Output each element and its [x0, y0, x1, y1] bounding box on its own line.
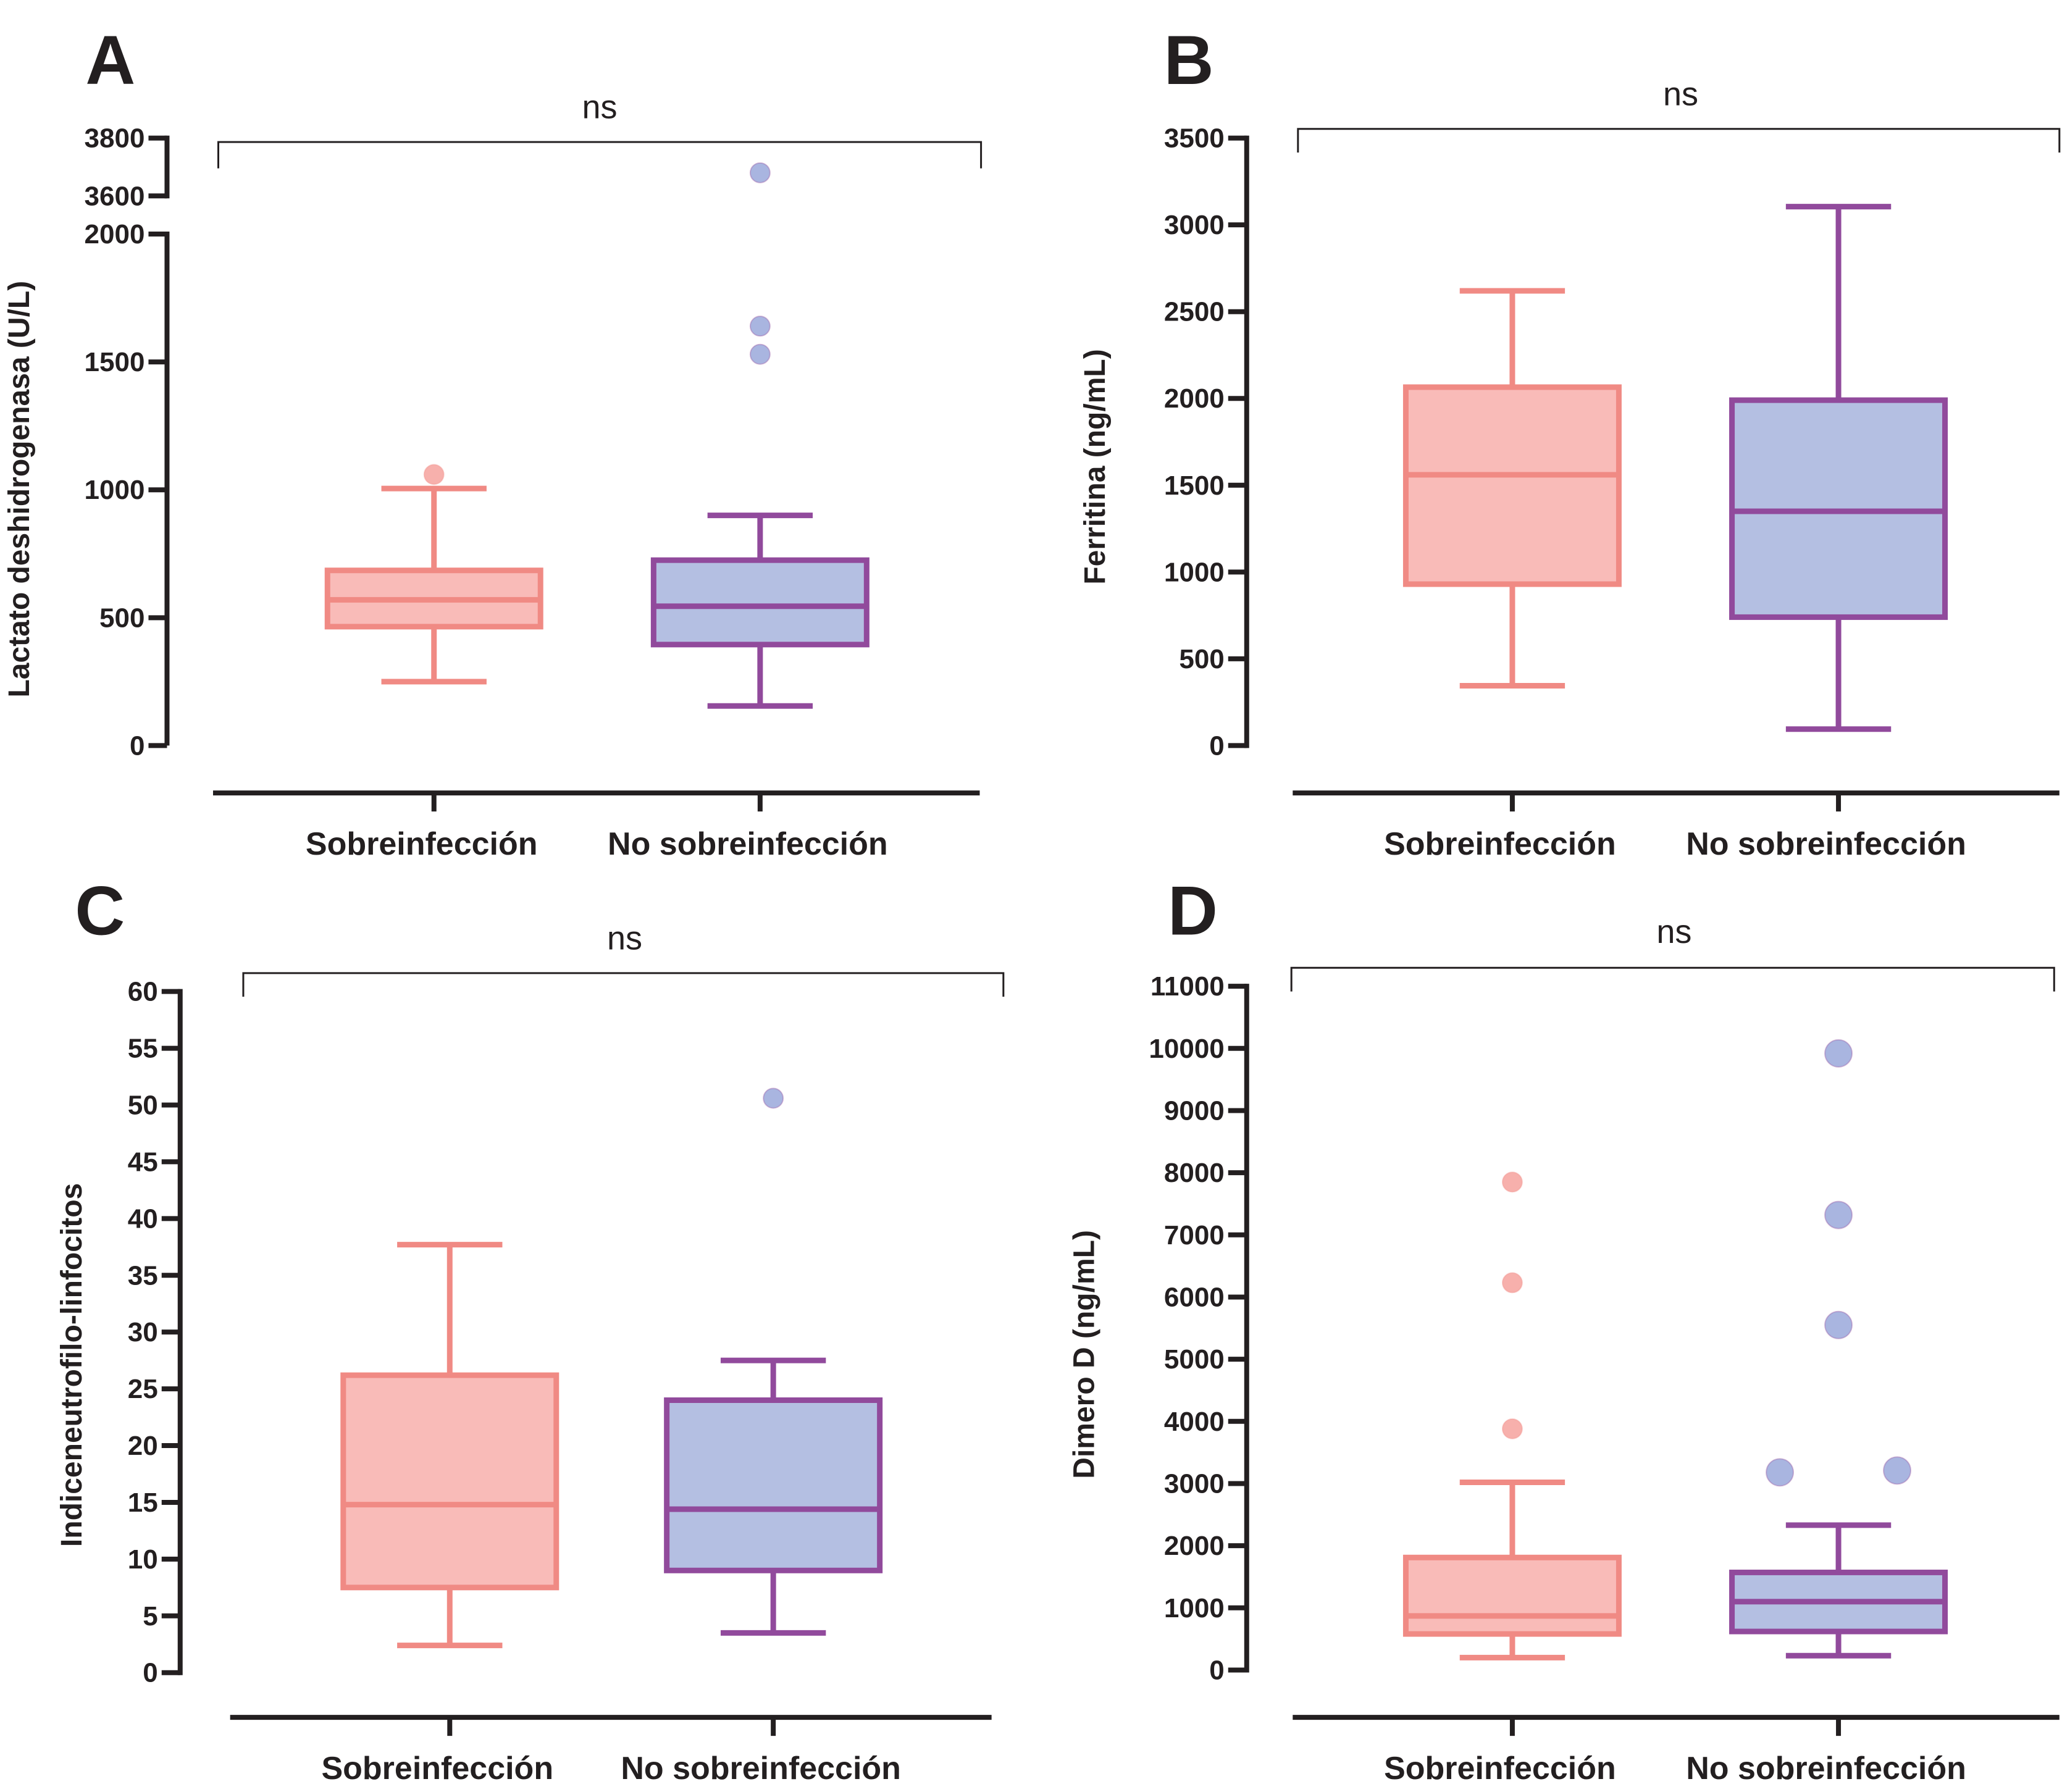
y-tick-label: 1000 [1164, 1593, 1225, 1623]
outlier-point [1501, 1171, 1523, 1193]
y-tick-label: 1500 [85, 347, 145, 377]
outlier-point [1501, 1272, 1523, 1294]
box-no-sobreinfeccion [664, 1087, 883, 1636]
y-tick-label: 0 [143, 1658, 157, 1688]
y-tick-label: 1000 [1164, 557, 1225, 587]
outlier-point [1501, 1418, 1523, 1439]
y-axis-label: Indiceneutrofilo-linfocitos [56, 1183, 88, 1547]
y-tick-label: 2000 [85, 219, 145, 249]
box-iqr [340, 1372, 560, 1591]
x-tick-label: No sobreinfección [621, 1751, 901, 1786]
outlier-point [749, 316, 771, 337]
box-sobreinfeccion [1402, 1171, 1622, 1660]
y-tick-label: 35 [128, 1260, 158, 1291]
x-tick-label: Sobreinfección [306, 826, 538, 862]
outlier-point [423, 464, 445, 485]
y-tick-label: 500 [1179, 644, 1224, 674]
y-tick-label: 40 [128, 1204, 158, 1234]
significance-label: ns [607, 919, 642, 957]
significance-bracket [242, 972, 1005, 997]
y-tick-label: 5 [143, 1601, 157, 1631]
box-sobreinfeccion [324, 464, 543, 685]
y-tick-label: 10000 [1149, 1034, 1224, 1064]
y-tick-label: 3600 [85, 181, 145, 211]
y-tick-label: 20 [128, 1431, 158, 1461]
panel-b: B 0 500 1000 1500 2000 2500 3000 3500 Ferritina (… [1079, 22, 2061, 862]
y-tick-label: 6000 [1164, 1282, 1225, 1312]
x-tick-label: Sobreinfección [1384, 826, 1616, 862]
y-tick-label: 2500 [1164, 297, 1225, 327]
significance-label: ns [1656, 913, 1691, 950]
box-iqr [650, 557, 870, 648]
significance-label: ns [582, 89, 618, 126]
box-iqr [1402, 384, 1622, 587]
box-no-sobreinfeccion [1729, 1039, 1948, 1659]
significance-bracket [217, 141, 983, 169]
y-tick-label: 500 [99, 603, 145, 633]
y-tick-label: 11000 [1150, 971, 1225, 1002]
panel-letter: A [85, 22, 135, 99]
y-axis-label: Ferritina (ng/mL) [1079, 349, 1112, 584]
significance-bracket [1290, 966, 2055, 992]
box-sobreinfeccion [1402, 288, 1622, 689]
panel-d: D 0 1000 2000 3000 4000 5000 6000 7000 8000 9000 10… [1068, 873, 2060, 1786]
panel-letter: B [1164, 22, 1214, 99]
y-tick-label: 3000 [1164, 210, 1225, 240]
significance-label: ns [1663, 75, 1698, 112]
y-tick-label: 1000 [85, 475, 145, 505]
box-sobreinfeccion [340, 1242, 560, 1649]
panel-letter: C [75, 873, 125, 950]
x-tick-label: No sobreinfección [1686, 826, 1966, 862]
y-tick-label: 10 [128, 1544, 158, 1575]
outlier-point [749, 162, 771, 183]
significance-bracket [1297, 128, 2061, 153]
y-tick-label: 1500 [1164, 471, 1225, 501]
box-iqr [1402, 1554, 1622, 1637]
y-tick-label: 9000 [1164, 1095, 1225, 1126]
y-tick-label: 8000 [1164, 1158, 1225, 1188]
outlier-point [763, 1087, 784, 1109]
outlier-point [1824, 1310, 1853, 1339]
outlier-point [1766, 1458, 1795, 1487]
y-tick-label: 3500 [1164, 124, 1225, 154]
y-tick-label: 0 [1209, 1655, 1224, 1685]
panel-a: A 0 500 1000 1500 2000 3600 3800 Lactato deshidr… [3, 22, 983, 862]
y-tick-label: 0 [1209, 731, 1224, 761]
y-tick-label: 3000 [1164, 1468, 1225, 1499]
outlier-point [1824, 1039, 1853, 1068]
y-tick-label: 0 [130, 731, 145, 761]
y-tick-label: 7000 [1164, 1220, 1225, 1250]
outlier-point [1883, 1456, 1912, 1485]
box-iqr [664, 1397, 883, 1573]
panel-c: C 0 5 10 15 20 25 30 35 40 45 50 55 60 Indiceneutrofil… [56, 873, 1005, 1786]
y-tick-label: 2000 [1164, 1531, 1225, 1561]
y-tick-label: 55 [128, 1034, 158, 1064]
box-no-sobreinfeccion [650, 162, 870, 709]
y-axis-label: Lactato deshidrogenasa (U/L) [3, 281, 36, 698]
y-axis-label: Dimero D (ng/mL) [1068, 1230, 1101, 1479]
y-tick-label: 5000 [1164, 1344, 1225, 1375]
y-tick-label: 60 [128, 977, 158, 1007]
y-tick-label: 3800 [85, 124, 145, 154]
x-tick-label: No sobreinfección [608, 826, 888, 862]
y-tick-label: 25 [128, 1374, 158, 1404]
panel-letter: D [1168, 873, 1218, 950]
y-tick-label: 50 [128, 1090, 158, 1120]
y-tick-label: 4000 [1164, 1407, 1225, 1437]
outlier-point [749, 343, 771, 365]
y-tick-label: 45 [128, 1147, 158, 1177]
box-no-sobreinfeccion [1729, 204, 1948, 732]
x-tick-label: Sobreinfección [321, 1751, 553, 1786]
y-tick-label: 2000 [1164, 383, 1225, 414]
y-tick-label: 15 [128, 1488, 158, 1518]
x-tick-label: No sobreinfección [1686, 1751, 1966, 1786]
outlier-point [1824, 1200, 1853, 1229]
x-tick-label: Sobreinfección [1384, 1751, 1616, 1786]
y-tick-label: 30 [128, 1317, 158, 1347]
